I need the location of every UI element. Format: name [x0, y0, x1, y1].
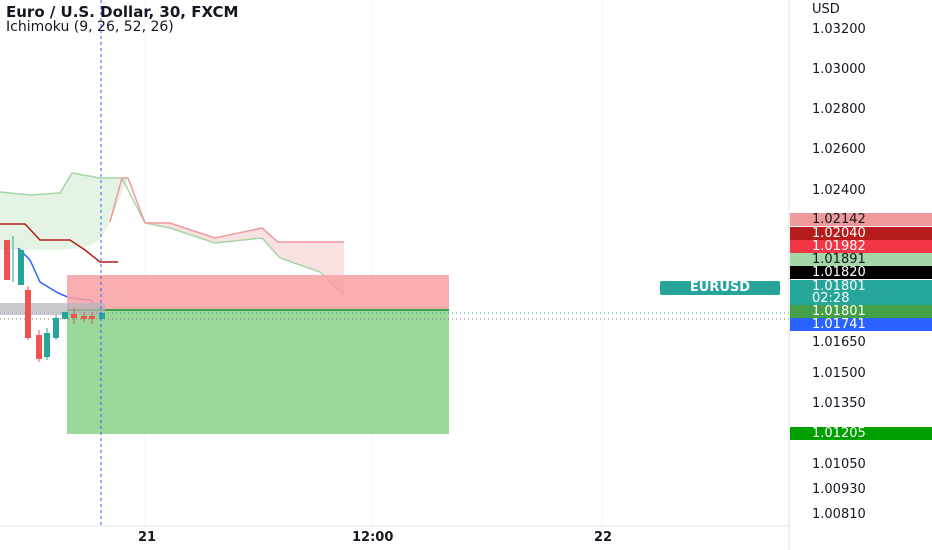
price-tag-tenkan: 1.01741 — [790, 318, 932, 331]
price-tag-stop: 1.01982 — [790, 240, 932, 253]
kijun-line — [0, 223, 118, 263]
chart-title[interactable]: Euro / U.S. Dollar, 30, FXCM — [6, 3, 239, 21]
price-tag-target: 1.01205 — [790, 427, 932, 440]
price-tag-senkou-a: 1.01891 — [790, 253, 932, 266]
price-tick: 1.03200 — [812, 22, 866, 37]
candle — [25, 290, 31, 338]
price-tick: 1.01050 — [812, 457, 866, 472]
candle — [36, 335, 42, 359]
price-tick: 1.03000 — [812, 62, 866, 77]
candle — [71, 314, 77, 318]
price-tick: 1.01500 — [812, 366, 866, 381]
price-tag-kijun: 1.02040 — [790, 227, 932, 240]
bar-countdown: 02:28 — [812, 291, 850, 306]
price-tick: 1.00930 — [812, 482, 866, 497]
time-tick: 22 — [594, 530, 613, 545]
candle — [62, 312, 68, 319]
price-tick: 1.01350 — [812, 396, 866, 411]
time-tick: 12:00 — [352, 530, 394, 545]
price-tick: 1.02400 — [812, 183, 866, 198]
price-tick: 1.02600 — [812, 142, 866, 157]
senkou-span-b — [109, 177, 344, 243]
currency-label[interactable]: USD — [812, 2, 840, 17]
price-tag-entry: 1.01801 — [790, 305, 932, 318]
price-tick: 1.01650 — [812, 335, 866, 350]
candle — [4, 240, 10, 280]
grid — [144, 0, 603, 526]
symbol-tag[interactable]: EURUSD — [660, 281, 780, 295]
candle — [53, 318, 59, 338]
take-profit-zone[interactable] — [67, 310, 449, 434]
price-tag-last: 1.01801 02:28 — [790, 280, 932, 305]
candle — [81, 316, 87, 319]
price-tag-senkou-b: 1.02142 — [790, 213, 932, 226]
time-tick: 21 — [138, 530, 157, 545]
candle — [18, 250, 24, 285]
last-price-value: 1.01801 — [812, 279, 866, 294]
ichimoku-cloud-bear — [110, 178, 344, 295]
candles — [4, 236, 105, 362]
ichimoku-cloud-bull — [0, 173, 128, 250]
candle — [89, 316, 95, 319]
price-tick: 1.00810 — [812, 507, 866, 522]
price-tag-ask: 1.01820 — [790, 266, 932, 279]
candle — [99, 313, 105, 319]
candle — [44, 333, 50, 357]
price-tick: 1.02800 — [812, 102, 866, 117]
selection-band — [0, 303, 105, 315]
stop-loss-zone[interactable] — [67, 275, 449, 310]
senkou-span-a — [0, 172, 345, 296]
indicator-legend[interactable]: Ichimoku (9, 26, 52, 26) — [6, 19, 174, 35]
